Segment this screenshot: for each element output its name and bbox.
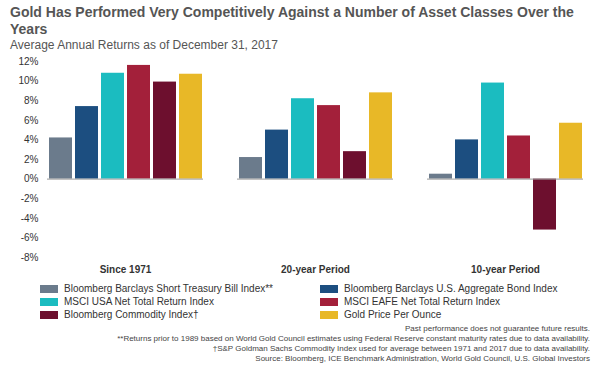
html-text:Gold Has Performed Very Compet: Gold Has Performed Very Competitively Ag… (10, 4, 574, 37)
svg-text:Since 1971: Since 1971 (100, 264, 152, 275)
html-text:Gold Price Per Ounce: Gold Price Per Ounce (344, 309, 442, 320)
html-text:†S&P Goldman Sachs Commodity I: †S&P Goldman Sachs Commodity Index used … (212, 344, 590, 353)
svg-text:4%: 4% (24, 134, 39, 145)
svg-text:10%: 10% (18, 75, 38, 86)
html-text:MSCI EAFE Net Total Return Ind: MSCI EAFE Net Total Return Index (344, 296, 500, 307)
svg-text:6%: 6% (24, 115, 39, 126)
html-text:Bloomberg Commodity Index†: Bloomberg Commodity Index† (64, 309, 199, 320)
html-text:**Returns prior to 1989 based: **Returns prior to 1989 based on World G… (117, 334, 590, 343)
svg-text:10-year Period: 10-year Period (471, 264, 540, 275)
html-text:Past performance does not guar: Past performance does not guarantee futu… (405, 324, 590, 333)
svg-text:20-year Period: 20-year Period (281, 264, 350, 275)
svg-text:-4%: -4% (21, 213, 39, 224)
html-text:Average Annual Returns as of D: Average Annual Returns as of December 31… (10, 38, 278, 52)
html-text:MSCI USA Net Total Return Inde: MSCI USA Net Total Return Index (64, 296, 214, 307)
html-text:Bloomberg Barclays U.S. Aggreg: Bloomberg Barclays U.S. Aggregate Bond I… (344, 283, 558, 294)
svg-text:12%: 12% (18, 56, 38, 67)
svg-text:-6%: -6% (21, 232, 39, 243)
html-text:Bloomberg Barclays Short Treas: Bloomberg Barclays Short Treasury Bill I… (64, 283, 273, 294)
svg-text:0%: 0% (24, 173, 39, 184)
svg-text:-2%: -2% (21, 193, 39, 204)
svg-text:-8%: -8% (21, 252, 39, 263)
svg-text:2%: 2% (24, 154, 39, 165)
svg-text:8%: 8% (24, 95, 39, 106)
html-text:Source: Bloomberg, ICE Benchma: Source: Bloomberg, ICE Benchmark Adminis… (255, 354, 590, 363)
